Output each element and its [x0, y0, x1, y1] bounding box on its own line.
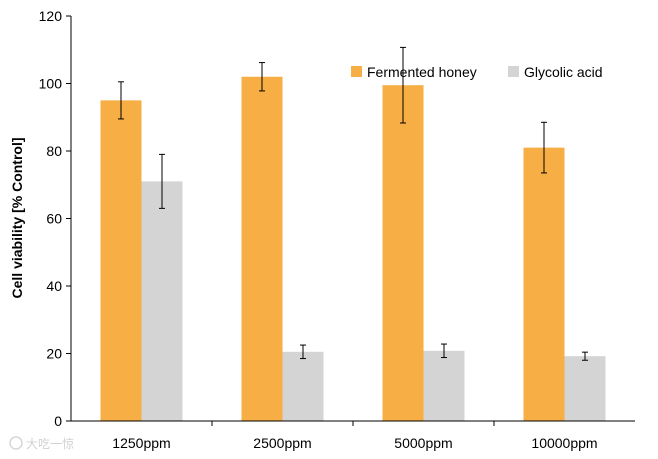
watermark-logo-icon — [9, 436, 23, 450]
legend-swatch-glycolic-acid — [508, 66, 519, 77]
y-tick-label-100: 100 — [39, 76, 63, 92]
bar-fermented-honey-2500ppm — [241, 76, 283, 421]
bar-glycolic-acid-2500ppm — [282, 351, 324, 421]
bar-fermented-honey-5000ppm — [382, 85, 424, 421]
bar-glycolic-acid-5000ppm — [423, 350, 465, 421]
bars-layer — [100, 76, 606, 421]
bar-glycolic-acid-10000ppm — [564, 356, 606, 421]
x-tick-label-1250ppm: 1250ppm — [112, 435, 170, 451]
y-tick-label-60: 60 — [46, 211, 62, 227]
x-tick-label-2500ppm: 2500ppm — [253, 435, 311, 451]
bar-glycolic-acid-1250ppm — [141, 181, 183, 421]
legend-label-fermented-honey: Fermented honey — [367, 64, 477, 80]
y-ticks: 0 20 40 60 80 100 120 — [39, 8, 71, 429]
bar-fermented-honey-1250ppm — [100, 100, 142, 421]
y-tick-label-120: 120 — [39, 8, 63, 24]
x-ticks: 1250ppm 2500ppm 5000ppm 10000ppm — [112, 421, 598, 451]
watermark: 大吃一惊 — [9, 436, 74, 451]
y-tick-label-40: 40 — [46, 278, 62, 294]
x-tick-label-10000ppm: 10000ppm — [531, 435, 597, 451]
legend: Fermented honey Glycolic acid — [351, 64, 603, 80]
legend-label-glycolic-acid: Glycolic acid — [524, 64, 603, 80]
y-tick-label-20: 20 — [46, 346, 62, 362]
watermark-text: 大吃一惊 — [26, 436, 74, 451]
error-bars-layer — [118, 46, 588, 361]
x-tick-label-5000ppm: 5000ppm — [394, 435, 452, 451]
y-axis-title: Cell viability [% Control] — [9, 137, 25, 298]
y-tick-label-0: 0 — [54, 413, 62, 429]
legend-swatch-fermented-honey — [351, 66, 362, 77]
y-tick-label-80: 80 — [46, 143, 62, 159]
bar-fermented-honey-10000ppm — [523, 147, 565, 421]
